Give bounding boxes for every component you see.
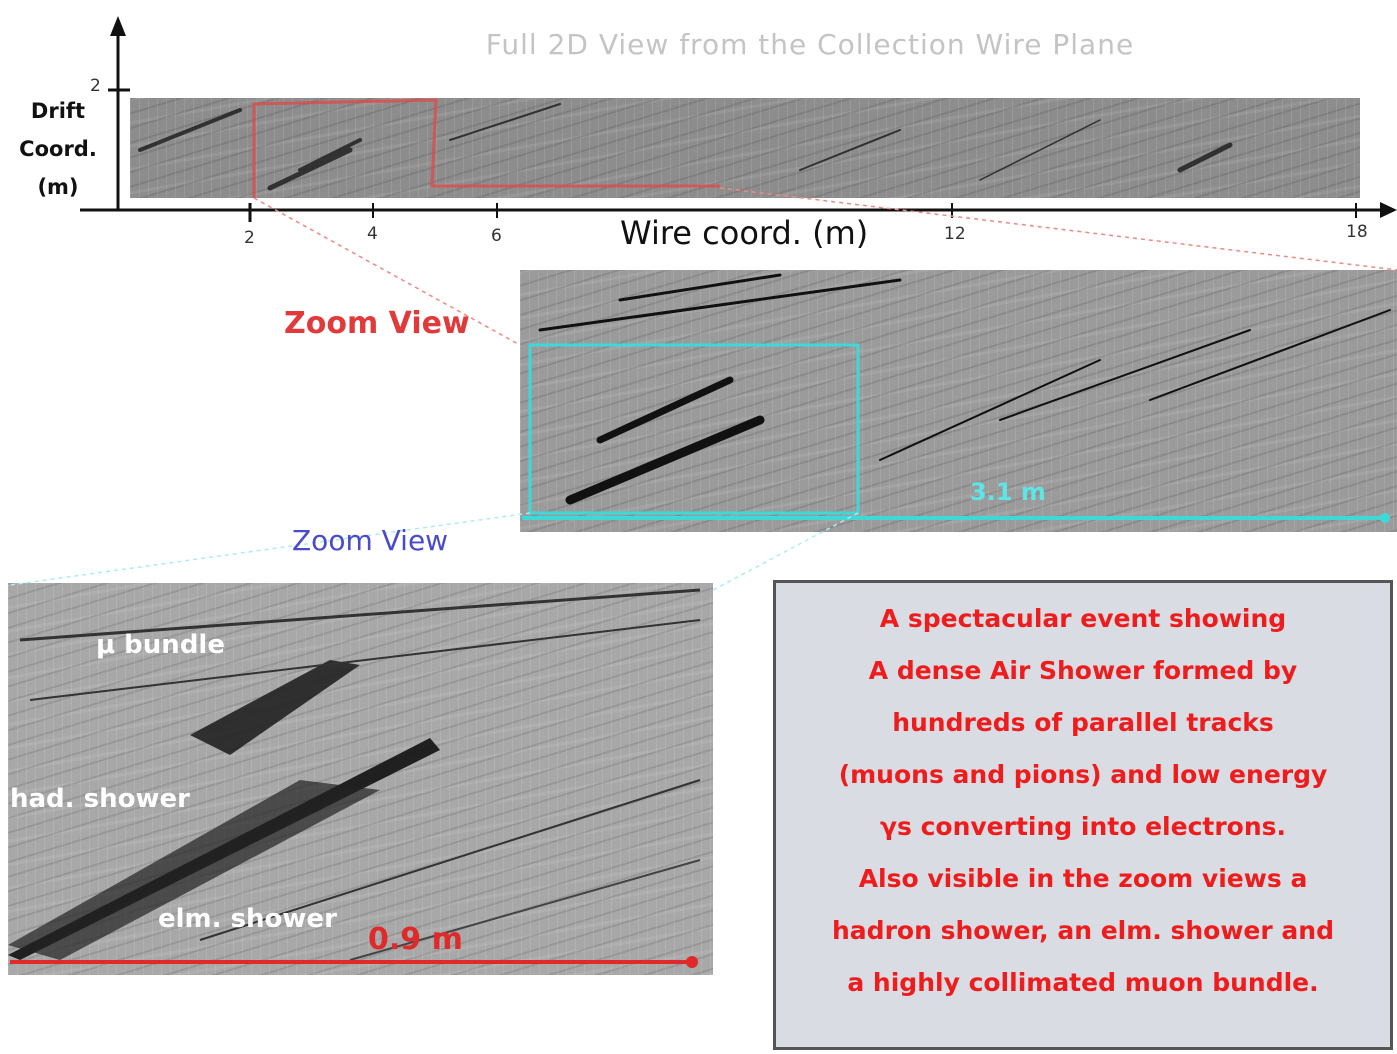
scale-label-2: 0.9 m (368, 922, 463, 957)
zoom-view-2 (8, 583, 713, 975)
description-line: Also visible in the zoom views a (858, 864, 1308, 893)
hadron-shower-label: had. shower (10, 784, 190, 814)
x-tick-label-2: 2 (244, 228, 255, 248)
zoom-view-label-2: Zoom View (292, 524, 449, 557)
figure-title: Full 2D View from the Collection Wire Pl… (485, 28, 1135, 61)
full-event-view (130, 98, 1360, 198)
y-tick-label: 2 (90, 76, 101, 96)
description-line: A spectacular event showing (879, 604, 1287, 633)
elm-shower-label: elm. shower (158, 904, 337, 934)
x-tick-label-6: 6 (491, 226, 502, 246)
description-line: hundreds of parallel tracks (892, 708, 1274, 737)
x-tick-label-4: 4 (367, 224, 378, 244)
x-axis-label: Wire coord. (m) (620, 214, 869, 252)
y-axis-label: Drift Coord. (m) (19, 99, 97, 199)
description-box: A spectacular event showing A dense Air … (773, 580, 1393, 1050)
connector-left (253, 197, 521, 346)
muon-bundle-label: μ bundle (96, 630, 225, 660)
description-line: A dense Air Shower formed by (868, 656, 1298, 685)
description-line: (muons and pions) and low energy (838, 760, 1328, 789)
x-tick-label-18: 18 (1346, 222, 1368, 242)
description-line: hadron shower, an elm. shower and (832, 916, 1334, 945)
scale-label-1: 3.1 m (970, 478, 1046, 506)
zoom2-showers (8, 588, 701, 961)
connector-cyan-right (712, 512, 859, 591)
x-axis-arrow (1380, 202, 1397, 218)
zoom1-frame (252, 98, 720, 198)
zoom1-tracks (538, 273, 1391, 505)
description-line: γs converting into electrons. (879, 812, 1287, 841)
full-view-tracks (138, 103, 1233, 191)
zoom2-frame (528, 343, 860, 515)
connector-right (719, 187, 1397, 271)
x-tick-label-12: 12 (944, 224, 966, 244)
connector-cyan-left (9, 512, 531, 586)
y-axis-arrow (110, 16, 126, 36)
description-line: a highly collimated muon bundle. (847, 968, 1319, 997)
zoom-view-label-1: Zoom View (284, 306, 470, 341)
